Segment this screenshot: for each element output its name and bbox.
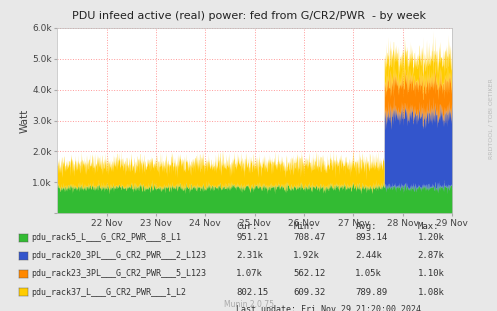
Y-axis label: Watt: Watt xyxy=(19,109,29,132)
Text: 562.12: 562.12 xyxy=(293,270,326,278)
Text: pdu_rack37_L___G_CR2_PWR___1_L2: pdu_rack37_L___G_CR2_PWR___1_L2 xyxy=(31,288,186,296)
Text: Avg:: Avg: xyxy=(355,222,377,231)
Text: 708.47: 708.47 xyxy=(293,234,326,242)
Text: 893.14: 893.14 xyxy=(355,234,388,242)
Text: 951.21: 951.21 xyxy=(236,234,268,242)
Text: 789.89: 789.89 xyxy=(355,288,388,296)
Text: pdu_rack20_3PL___G_CR2_PWR___2_L123: pdu_rack20_3PL___G_CR2_PWR___2_L123 xyxy=(31,252,206,260)
Text: Cur:: Cur: xyxy=(236,222,257,231)
Text: 1.92k: 1.92k xyxy=(293,252,320,260)
Text: pdu_rack5_L___G_CR2_PWR___8_L1: pdu_rack5_L___G_CR2_PWR___8_L1 xyxy=(31,234,181,242)
Text: Max:: Max: xyxy=(417,222,439,231)
Text: 1.10k: 1.10k xyxy=(417,270,444,278)
Text: Min:: Min: xyxy=(293,222,315,231)
Text: 2.44k: 2.44k xyxy=(355,252,382,260)
Text: 1.07k: 1.07k xyxy=(236,270,263,278)
Text: 1.20k: 1.20k xyxy=(417,234,444,242)
Text: Munin 2.0.75: Munin 2.0.75 xyxy=(224,299,273,309)
Text: Last update: Fri Nov 29 21:20:00 2024: Last update: Fri Nov 29 21:20:00 2024 xyxy=(236,305,421,311)
Text: 1.08k: 1.08k xyxy=(417,288,444,296)
Text: RRDTOOL / TOBI OETIKER: RRDTOOL / TOBI OETIKER xyxy=(489,78,494,159)
Text: PDU infeed active (real) power: fed from G/CR2/PWR  - by week: PDU infeed active (real) power: fed from… xyxy=(72,11,425,21)
Text: 2.31k: 2.31k xyxy=(236,252,263,260)
Text: 2.87k: 2.87k xyxy=(417,252,444,260)
Text: pdu_rack23_3PL___G_CR2_PWR___5_L123: pdu_rack23_3PL___G_CR2_PWR___5_L123 xyxy=(31,270,206,278)
Text: 1.05k: 1.05k xyxy=(355,270,382,278)
Text: 802.15: 802.15 xyxy=(236,288,268,296)
Text: 609.32: 609.32 xyxy=(293,288,326,296)
